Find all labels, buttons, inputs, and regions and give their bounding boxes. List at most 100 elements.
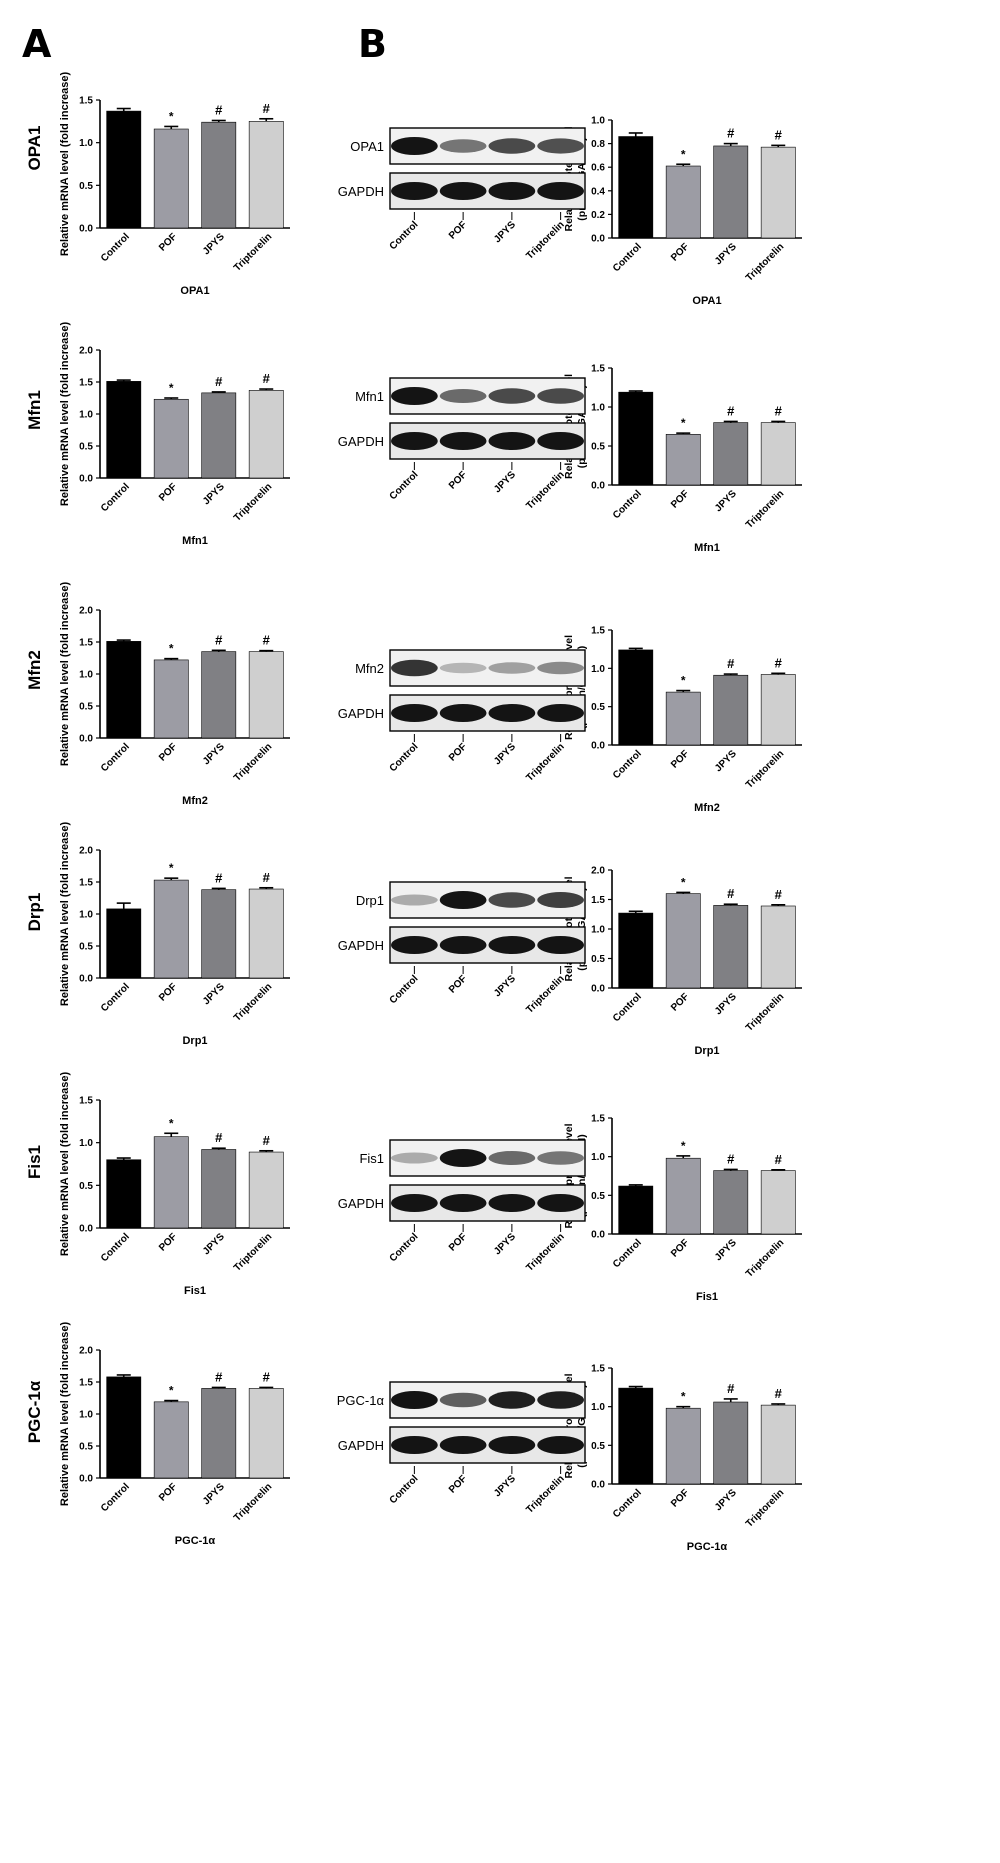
blot-band bbox=[488, 432, 536, 450]
significance-marker: # bbox=[775, 127, 783, 142]
blot-band bbox=[439, 1194, 487, 1212]
blot-band bbox=[488, 1391, 536, 1409]
y-tick-label: 0.8 bbox=[591, 139, 605, 150]
lane-label: Control bbox=[388, 741, 421, 774]
lane-label: JPYS bbox=[492, 973, 518, 999]
significance-marker: * bbox=[681, 674, 686, 688]
drp1-mrna-chart: 0.0 0.5 1.0 1.5 2.0 Relative mRNA level (fold… bbox=[59, 822, 290, 1047]
significance-marker: * bbox=[681, 416, 686, 430]
y-tick-label: 0.0 bbox=[79, 1224, 93, 1235]
blot-band bbox=[390, 1194, 438, 1212]
bar-triptorelin bbox=[248, 390, 284, 479]
lane-label: Triptorelin bbox=[524, 1473, 566, 1515]
y-tick-label: 1.5 bbox=[79, 378, 93, 389]
y-tick-label: 0.0 bbox=[79, 474, 93, 485]
x-tick-label: JPYS bbox=[713, 991, 739, 1017]
row-1-western-blot: Mfn1 GAPDH Control POF JPYS Triptorelin bbox=[338, 377, 586, 512]
blot-band bbox=[439, 704, 487, 722]
x-tick-label: Triptorelin bbox=[232, 231, 274, 273]
y-tick-label: 0.0 bbox=[79, 1474, 93, 1485]
lane-label: JPYS bbox=[492, 469, 518, 495]
blot-gapdh-label: GAPDH bbox=[338, 706, 384, 721]
blot-band bbox=[390, 1436, 438, 1454]
lane-label: POF bbox=[447, 219, 469, 241]
lane-label: POF bbox=[447, 1473, 469, 1495]
blot-gapdh-label: GAPDH bbox=[338, 1196, 384, 1211]
bar-jpys bbox=[201, 392, 237, 479]
x-tick-label: Control bbox=[611, 241, 644, 274]
lane-label: Control bbox=[388, 973, 421, 1006]
y-tick-label: 1.5 bbox=[591, 895, 605, 906]
blot-gapdh-label: GAPDH bbox=[338, 1438, 384, 1453]
bar-jpys bbox=[713, 1401, 749, 1485]
y-tick-label: 0.5 bbox=[591, 1191, 605, 1202]
y-tick-label: 0.0 bbox=[591, 1230, 605, 1241]
significance-marker: * bbox=[169, 381, 174, 395]
row-0-western-blot: OPA1 GAPDH Control POF JPYS Triptorelin bbox=[338, 127, 586, 262]
significance-marker: # bbox=[215, 870, 223, 885]
y-tick-label: 0.0 bbox=[591, 481, 605, 492]
row-label: OPA1 bbox=[25, 125, 44, 170]
y-tick-label: 0.5 bbox=[79, 1181, 93, 1192]
y-tick-label: 1.5 bbox=[79, 878, 93, 889]
row-label: Mfn2 bbox=[25, 650, 44, 690]
significance-marker: # bbox=[263, 1369, 271, 1384]
x-tick-label: JPYS bbox=[201, 231, 227, 257]
y-tick-label: 1.0 bbox=[79, 138, 93, 149]
x-tick-label: POF bbox=[157, 741, 179, 763]
lane-label: POF bbox=[447, 973, 469, 995]
significance-marker: # bbox=[727, 886, 735, 901]
bar-control bbox=[618, 391, 654, 486]
x-tick-label: POF bbox=[669, 991, 691, 1013]
bar-triptorelin bbox=[760, 1404, 796, 1485]
x-tick-label: JPYS bbox=[201, 1481, 227, 1507]
blot-band bbox=[537, 432, 585, 450]
x-tick-label: Triptorelin bbox=[232, 481, 274, 523]
blot-target-label: Drp1 bbox=[356, 893, 384, 908]
blot-band bbox=[537, 1391, 585, 1409]
blot-band bbox=[439, 1392, 487, 1408]
blot-band bbox=[537, 661, 585, 675]
lane-label: POF bbox=[447, 469, 469, 491]
y-tick-label: 1.5 bbox=[591, 626, 605, 637]
y-tick-label: 0.5 bbox=[79, 442, 93, 453]
y-tick-label: 1.0 bbox=[79, 1138, 93, 1149]
lane-label: JPYS bbox=[492, 219, 518, 245]
bar-pof bbox=[153, 398, 189, 479]
blot-band bbox=[488, 704, 536, 722]
bar-jpys bbox=[713, 145, 749, 239]
y-tick-label: 1.5 bbox=[79, 1378, 93, 1389]
x-tick-label: JPYS bbox=[713, 748, 739, 774]
y-tick-label: 0.5 bbox=[79, 1442, 93, 1453]
y-tick-label: 1.0 bbox=[79, 1410, 93, 1421]
x-tick-label: JPYS bbox=[713, 1237, 739, 1263]
y-tick-label: 2.0 bbox=[79, 606, 93, 617]
bar-triptorelin bbox=[760, 905, 796, 989]
x-tick-label: POF bbox=[669, 1237, 691, 1259]
lane-label: Control bbox=[388, 1473, 421, 1506]
blot-band bbox=[439, 182, 487, 200]
y-tick-label: 1.0 bbox=[79, 910, 93, 921]
row-label: PGC-1α bbox=[25, 1380, 44, 1443]
x-tick-label: JPYS bbox=[201, 1231, 227, 1257]
bar-pof bbox=[665, 1157, 701, 1235]
y-axis-title: Relative mRNA level (fold increase) bbox=[59, 582, 71, 767]
y-tick-label: 1.5 bbox=[591, 364, 605, 375]
x-axis-title: PGC-1α bbox=[175, 1535, 216, 1547]
x-tick-label: Triptorelin bbox=[232, 1231, 274, 1273]
significance-marker: * bbox=[169, 109, 174, 123]
y-tick-label: 0.0 bbox=[79, 224, 93, 235]
y-axis-title: Relative mRNA level (fold increase) bbox=[59, 1322, 71, 1507]
panel-label-a: A bbox=[22, 22, 52, 66]
significance-marker: * bbox=[169, 861, 174, 875]
blot-band bbox=[537, 1436, 585, 1454]
x-tick-label: POF bbox=[669, 488, 691, 510]
x-tick-label: Control bbox=[99, 1231, 132, 1264]
x-tick-label: Control bbox=[99, 231, 132, 264]
blot-band bbox=[537, 388, 585, 404]
bar-jpys bbox=[201, 121, 237, 229]
blot-band bbox=[439, 432, 487, 450]
